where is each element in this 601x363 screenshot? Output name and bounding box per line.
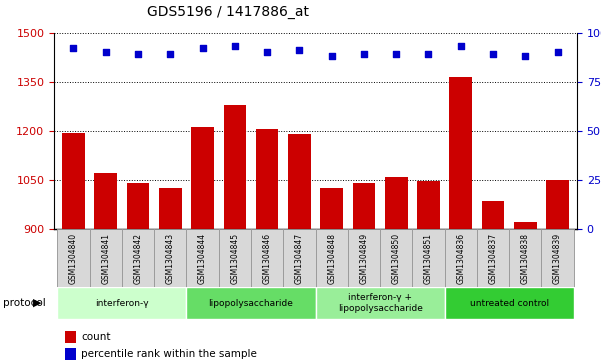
Bar [546,180,569,363]
Bar [283,229,316,287]
Text: GSM1304842: GSM1304842 [133,233,142,284]
Point [101,49,111,55]
Text: GSM1304836: GSM1304836 [456,233,465,285]
Bar [94,173,117,363]
Bar [542,229,574,287]
Bar [62,133,85,363]
Text: GSM1304840: GSM1304840 [69,233,78,285]
Bar [316,287,445,319]
Text: GSM1304848: GSM1304848 [327,233,336,284]
Point [198,45,207,51]
Text: GSM1304844: GSM1304844 [198,233,207,285]
Point [294,48,304,53]
Bar [154,229,186,287]
Text: ▶: ▶ [33,298,41,308]
Bar [380,229,412,287]
Bar [191,127,214,363]
Point [133,51,143,57]
Bar [482,201,504,363]
Point [165,51,175,57]
Text: GSM1304843: GSM1304843 [166,233,175,285]
Text: percentile rank within the sample: percentile rank within the sample [81,349,257,359]
Text: GSM1304838: GSM1304838 [521,233,530,284]
Bar [412,229,445,287]
Bar [348,229,380,287]
Text: GDS5196 / 1417886_at: GDS5196 / 1417886_at [147,5,310,20]
Bar [64,331,76,343]
Bar [251,229,283,287]
Text: GSM1304851: GSM1304851 [424,233,433,284]
Point [488,51,498,57]
Bar [320,188,343,363]
Bar [224,105,246,363]
Bar [445,287,574,319]
Bar [159,188,182,363]
Bar [445,229,477,287]
Point [230,44,240,49]
Bar [514,222,537,363]
Text: GSM1304845: GSM1304845 [230,233,239,285]
Bar [64,348,76,360]
Bar [57,287,186,319]
Text: GSM1304847: GSM1304847 [295,233,304,285]
Point [553,49,563,55]
Point [520,53,530,59]
Text: count: count [81,332,111,342]
Bar [186,287,316,319]
Bar [127,183,149,363]
Text: lipopolysaccharide: lipopolysaccharide [209,299,293,307]
Bar [256,129,278,363]
Text: GSM1304846: GSM1304846 [263,233,272,285]
Text: GSM1304849: GSM1304849 [359,233,368,285]
Bar [122,229,154,287]
Text: GSM1304841: GSM1304841 [101,233,110,284]
Bar [219,229,251,287]
Bar [450,77,472,363]
Bar [417,181,440,363]
Text: protocol: protocol [3,298,46,308]
Bar [186,229,219,287]
Point [262,49,272,55]
Bar [509,229,542,287]
Point [69,45,78,51]
Bar [353,183,375,363]
Text: GSM1304850: GSM1304850 [392,233,401,285]
Bar [57,229,90,287]
Point [391,51,401,57]
Point [456,44,466,49]
Bar [288,134,311,363]
Point [359,51,369,57]
Text: GSM1304839: GSM1304839 [553,233,562,285]
Point [424,51,433,57]
Bar [477,229,509,287]
Text: interferon-γ +
lipopolysaccharide: interferon-γ + lipopolysaccharide [338,293,423,313]
Bar [90,229,122,287]
Text: interferon-γ: interferon-γ [95,299,148,307]
Text: GSM1304837: GSM1304837 [489,233,498,285]
Text: untreated control: untreated control [469,299,549,307]
Bar [316,229,348,287]
Bar [385,177,407,363]
Point [327,53,337,59]
